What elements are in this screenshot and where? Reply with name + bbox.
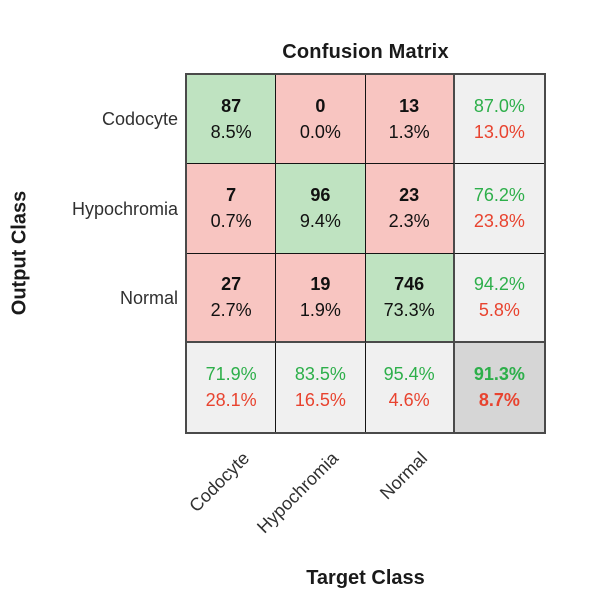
cell-percent: 0.0% [299,122,341,143]
cell-percent: 73.3% [383,300,435,321]
x-tick-hypochromia: Hypochromia [253,448,343,538]
cell-count: 0 [315,96,326,117]
cell-percent: 8.5% [210,122,252,143]
matrix-grid: 87 8.5% 0 0.0% 13 1.3% 87.0% 13.0% 7 0.7… [185,73,546,434]
matrix-cell-r2c0: 27 2.7% [187,253,277,343]
y-tick-codocyte: Codocyte [101,109,178,129]
summary-positive: 71.9% [205,364,257,385]
cell-percent: 1.3% [388,122,430,143]
summary-negative: 28.1% [205,390,257,411]
cell-percent: 1.9% [299,300,341,321]
summary-positive: 95.4% [383,364,435,385]
cell-count: 27 [221,274,242,295]
row-summary-r0: 87.0% 13.0% [454,75,544,165]
matrix-cell-r0c1: 0 0.0% [276,75,366,165]
cell-count: 87 [221,96,242,117]
matrix-cell-r1c2: 23 2.3% [365,164,455,254]
summary-positive: 87.0% [473,96,525,117]
summary-positive: 94.2% [473,274,525,295]
cell-count: 746 [394,274,425,295]
cell-percent: 2.7% [210,300,252,321]
y-axis-label: Output Class [8,190,31,316]
summary-positive: 76.2% [473,185,525,206]
chart-title: Confusion Matrix [282,41,449,63]
cell-count: 13 [399,96,420,117]
cell-percent: 9.4% [299,211,341,232]
row-summary-r1: 76.2% 23.8% [454,164,544,254]
cell-count: 23 [399,185,420,206]
summary-positive: 83.5% [294,364,346,385]
matrix-cell-r0c0: 87 8.5% [187,75,277,165]
x-tick-codocyte: Codocyte [185,448,254,516]
overall-accuracy-cell: 91.3% 8.7% [454,342,544,432]
cell-count: 19 [310,274,331,295]
matrix-cell-r2c2: 746 73.3% [365,253,455,343]
matrix-cell-r1c0: 7 0.7% [187,164,277,254]
col-summary-c2: 95.4% 4.6% [365,342,455,432]
overall-accuracy: 91.3% [473,364,525,385]
cell-count: 7 [226,185,237,206]
matrix-cell-r0c2: 13 1.3% [365,75,455,165]
matrix-cell-r2c1: 19 1.9% [276,253,366,343]
summary-negative: 13.0% [473,122,525,143]
overall-error: 8.7% [478,390,520,411]
y-tick-hypochromia: Hypochromia [71,199,178,219]
summary-negative: 16.5% [294,390,346,411]
cell-percent: 2.3% [388,211,430,232]
y-tick-normal: Normal [119,288,178,308]
summary-negative: 5.8% [478,300,520,321]
cell-percent: 0.7% [210,211,252,232]
x-tick-normal: Normal [375,448,432,504]
cell-count: 96 [310,185,331,206]
matrix-cell-r1c1: 96 9.4% [276,164,366,254]
col-summary-c1: 83.5% 16.5% [276,342,366,432]
row-summary-r2: 94.2% 5.8% [454,253,544,343]
summary-negative: 23.8% [473,211,525,232]
x-axis-label: Target Class [306,567,425,589]
col-summary-c0: 71.9% 28.1% [187,342,277,432]
summary-negative: 4.6% [388,390,430,411]
